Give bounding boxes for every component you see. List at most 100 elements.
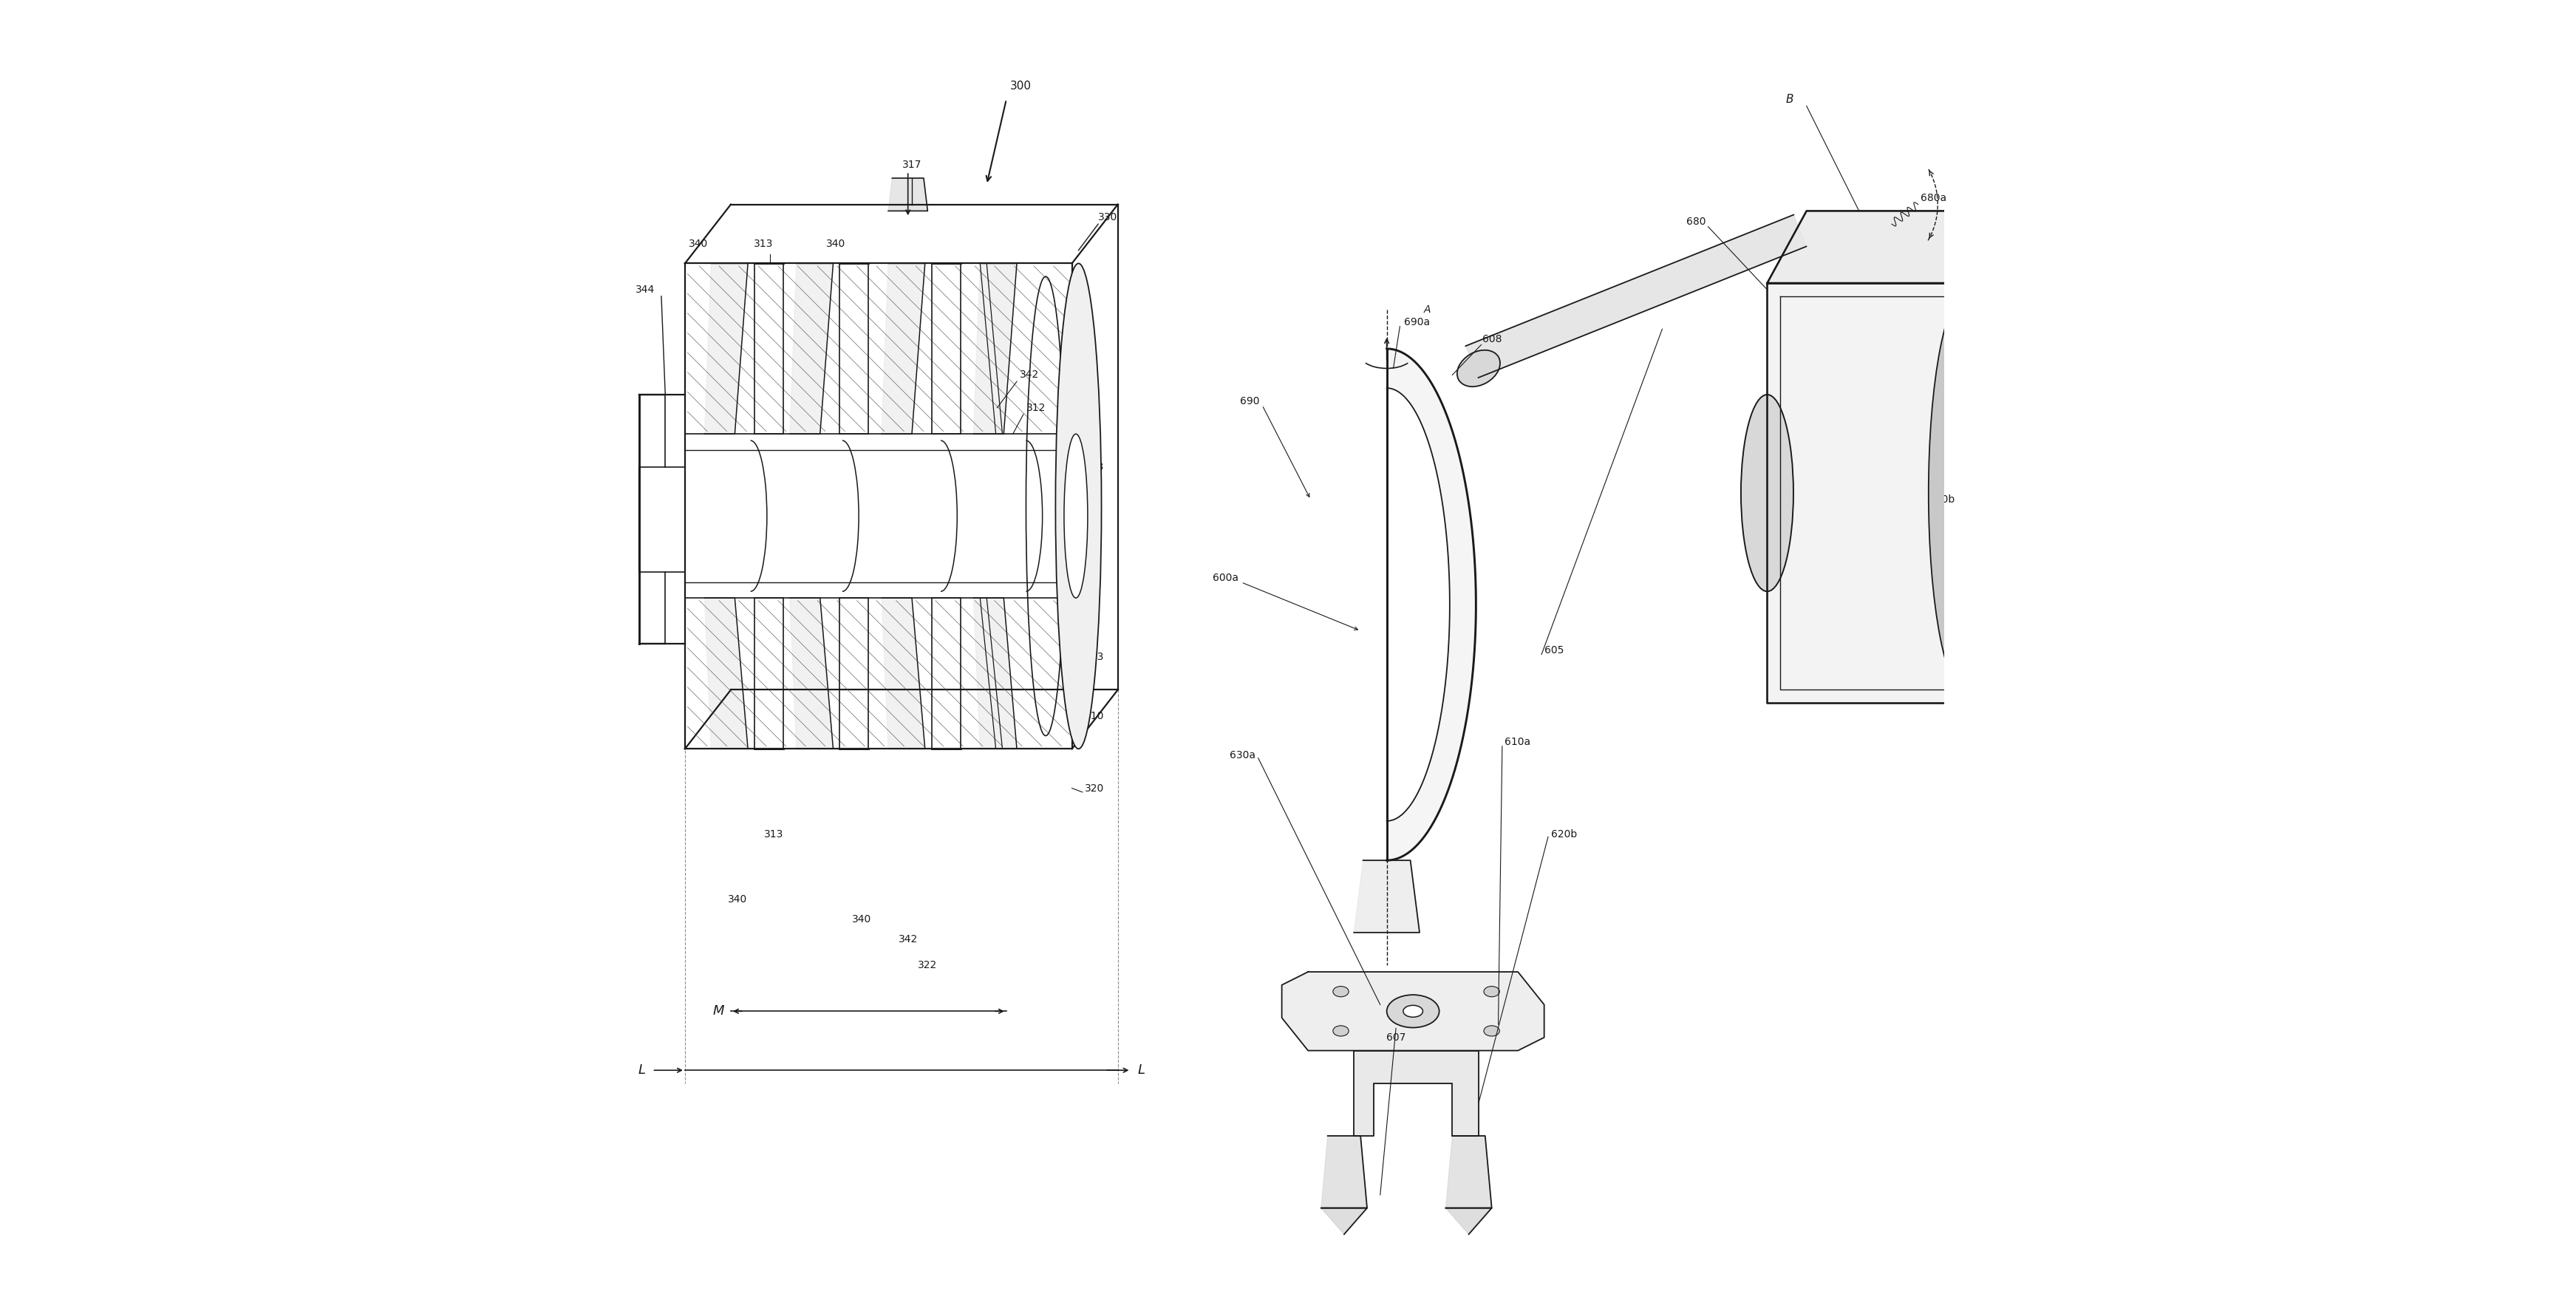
Polygon shape [1445, 668, 1471, 690]
Polygon shape [1448, 530, 1473, 549]
Polygon shape [1448, 652, 1473, 670]
Polygon shape [1417, 382, 1432, 420]
Text: 342: 342 [1020, 369, 1038, 380]
Polygon shape [1450, 589, 1476, 600]
Ellipse shape [1064, 434, 1087, 598]
Text: 313: 313 [755, 239, 773, 248]
Polygon shape [1391, 820, 1396, 859]
Polygon shape [1427, 411, 1448, 447]
Polygon shape [1445, 677, 1471, 699]
Polygon shape [1445, 685, 1468, 708]
Polygon shape [1440, 715, 1463, 744]
Polygon shape [1448, 549, 1473, 566]
Text: 605: 605 [1543, 645, 1564, 656]
Polygon shape [1448, 618, 1476, 629]
Text: 690: 690 [1239, 396, 1260, 406]
Polygon shape [1414, 373, 1427, 413]
Polygon shape [1432, 432, 1455, 465]
Polygon shape [1399, 353, 1406, 394]
Polygon shape [791, 263, 832, 434]
Ellipse shape [1455, 350, 1499, 386]
Polygon shape [1448, 579, 1476, 591]
Polygon shape [1430, 418, 1450, 453]
Polygon shape [1445, 510, 1471, 532]
Polygon shape [1422, 393, 1440, 431]
Text: 600b: 600b [1927, 494, 1955, 505]
Polygon shape [1448, 625, 1476, 640]
Text: 690a: 690a [1404, 317, 1430, 327]
Polygon shape [1435, 737, 1458, 769]
Polygon shape [1437, 457, 1461, 486]
Ellipse shape [1484, 1026, 1499, 1037]
Text: 310: 310 [1084, 711, 1105, 721]
Text: M: M [714, 1005, 724, 1018]
Polygon shape [1450, 608, 1476, 620]
Polygon shape [1427, 762, 1448, 798]
Text: 607: 607 [1386, 1033, 1406, 1042]
Polygon shape [1445, 501, 1468, 524]
Ellipse shape [1332, 987, 1347, 997]
Text: 300: 300 [1010, 80, 1030, 92]
Polygon shape [1404, 811, 1414, 850]
Polygon shape [1321, 1135, 1368, 1208]
Ellipse shape [1386, 995, 1440, 1028]
Polygon shape [1448, 643, 1473, 660]
Polygon shape [1445, 1208, 1492, 1234]
Polygon shape [881, 263, 925, 434]
Polygon shape [1404, 359, 1414, 399]
Polygon shape [1448, 569, 1476, 583]
Ellipse shape [1741, 394, 1793, 591]
Text: 610a: 610a [1504, 737, 1530, 748]
Text: 630a: 630a [1229, 750, 1255, 761]
Polygon shape [1280, 972, 1543, 1051]
Polygon shape [1401, 356, 1412, 397]
Text: 340: 340 [827, 239, 845, 248]
Text: L: L [1136, 1063, 1144, 1077]
Text: 620b: 620b [1551, 829, 1577, 840]
Polygon shape [1430, 756, 1450, 791]
Polygon shape [1440, 465, 1463, 494]
Polygon shape [1437, 448, 1458, 480]
Ellipse shape [1332, 1026, 1347, 1037]
Polygon shape [1450, 599, 1476, 610]
Polygon shape [703, 263, 747, 434]
Text: 313: 313 [1084, 652, 1105, 662]
Polygon shape [1352, 1051, 1479, 1135]
Ellipse shape [1404, 1005, 1422, 1017]
Polygon shape [1401, 812, 1412, 853]
Polygon shape [1399, 815, 1406, 855]
Polygon shape [1386, 821, 1391, 861]
Text: L: L [639, 1063, 647, 1077]
Polygon shape [1767, 212, 1989, 283]
Polygon shape [791, 598, 832, 749]
Polygon shape [1419, 783, 1437, 821]
Polygon shape [1417, 788, 1432, 827]
Polygon shape [1440, 473, 1466, 502]
Polygon shape [1406, 807, 1417, 848]
Polygon shape [1448, 539, 1473, 557]
Polygon shape [1394, 819, 1401, 858]
Polygon shape [1414, 796, 1427, 836]
Polygon shape [1396, 352, 1404, 393]
Polygon shape [1412, 800, 1425, 841]
Text: 680a: 680a [1919, 193, 1945, 202]
Polygon shape [1386, 348, 1391, 388]
Polygon shape [1435, 440, 1458, 473]
Polygon shape [1448, 635, 1473, 650]
Text: 330: 330 [1097, 213, 1118, 222]
Polygon shape [703, 598, 747, 749]
Text: 320: 320 [1084, 783, 1105, 794]
Polygon shape [1422, 779, 1440, 816]
Polygon shape [1412, 369, 1425, 409]
Polygon shape [1406, 361, 1417, 402]
Polygon shape [1466, 214, 1806, 377]
Polygon shape [1391, 350, 1396, 389]
Polygon shape [1425, 405, 1445, 442]
Polygon shape [1409, 804, 1422, 844]
Polygon shape [1443, 692, 1468, 717]
Polygon shape [1425, 774, 1443, 811]
Polygon shape [1443, 482, 1466, 509]
Polygon shape [1388, 350, 1394, 389]
Text: 317: 317 [902, 160, 922, 171]
Text: B: B [1785, 93, 1793, 105]
